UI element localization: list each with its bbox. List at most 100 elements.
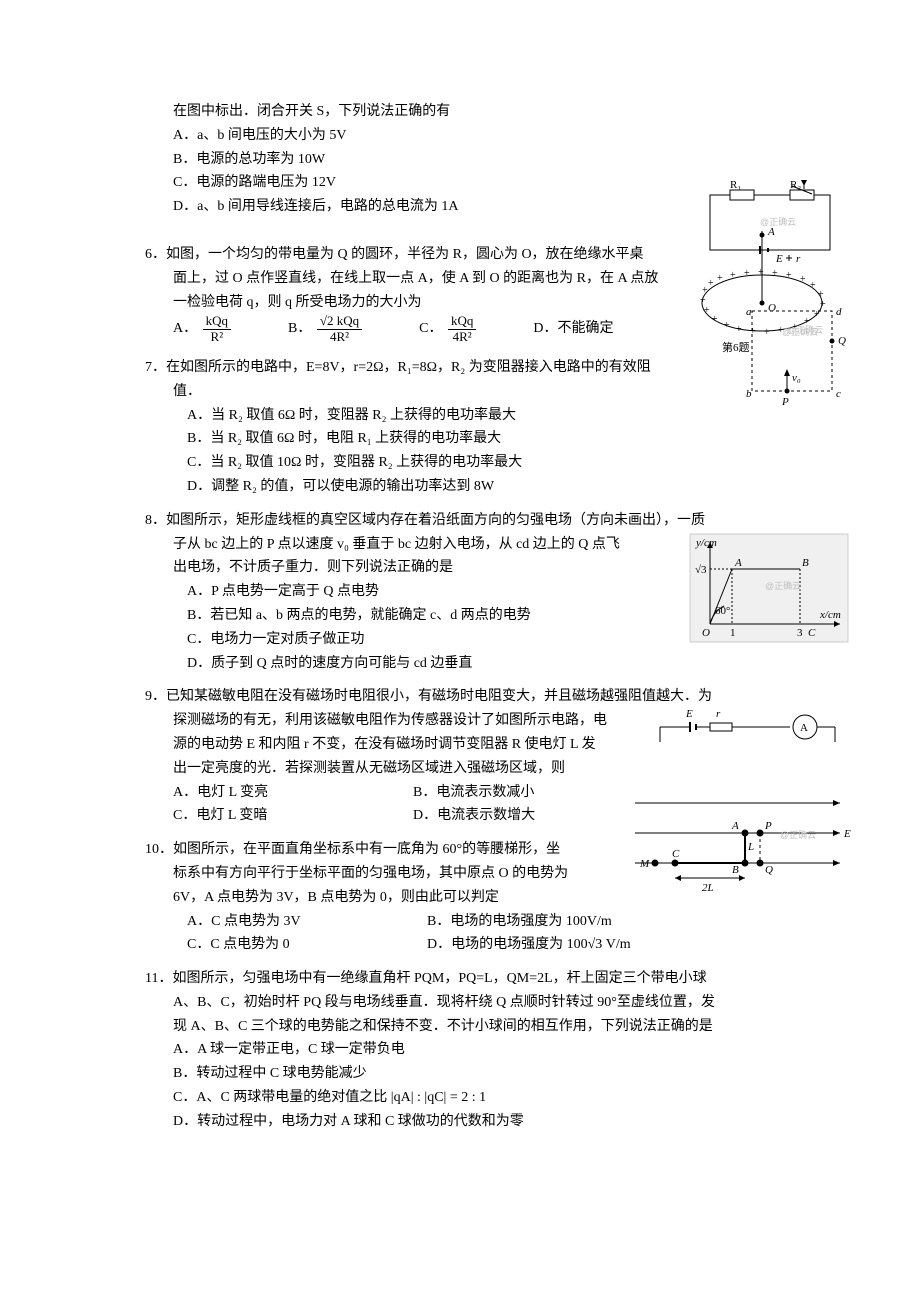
- svg-text:C: C: [672, 848, 680, 860]
- q10-stem2: 标系中有方向平行于坐标平面的匀强电场，其中原点 O 的电势为: [173, 866, 568, 881]
- q9-stem1: 已知某磁敏电阻在没有磁场时电阻很小，有磁场时电阻变大，并且磁场越强阻值越大．为: [166, 689, 712, 704]
- q5-stem: 在图中标出．闭合开关 S，下列说法正确的有: [173, 104, 450, 119]
- q11-stem3: 现 A、B、C 三个球的电势能之和保持不变．不计小球间的相互作用，下列说法正确的…: [173, 1019, 713, 1034]
- q6-optB: B． √2 kQq4R²: [288, 314, 364, 344]
- question-6: 6．如图，一个均匀的带电量为 Q 的圆环，半径为 R，圆心为 O，放在绝缘水平桌…: [145, 243, 820, 344]
- svg-text:a: a: [746, 306, 752, 318]
- q6-optD: D．不能确定: [533, 317, 613, 341]
- svg-text:+: +: [772, 268, 778, 279]
- q8-figure: y/cm x/cm 60° √3 A B O 1 3 C @正确云: [690, 534, 850, 653]
- svg-text:P: P: [781, 396, 789, 408]
- q10-stem3: 6V，A 点电势为 3V，B 点电势为 0，则由此可以判定: [173, 890, 499, 905]
- q9-num: 9．: [145, 689, 166, 704]
- q7-stem1: 在如图所示的电路中，E=8V，r=2Ω，R₁=8Ω，R₂ 为变阻器接入电路中的有…: [166, 360, 651, 375]
- svg-text:P: P: [764, 820, 772, 832]
- svg-text:+: +: [708, 278, 714, 289]
- question-8: 8．如图所示，矩形虚线框的真空区域内存在着沿纸面方向的匀强电场（方向未画出），一…: [145, 509, 820, 676]
- q8-stem3: 出电场，不计质子重力．则下列说法正确的是: [173, 560, 453, 575]
- svg-text:3: 3: [797, 627, 803, 639]
- svg-text:+: +: [810, 280, 816, 291]
- q8-num: 8．: [145, 513, 166, 528]
- svg-text:+: +: [717, 273, 723, 284]
- q6-optC: C． kQq4R²: [419, 314, 478, 344]
- svg-text:A: A: [767, 226, 775, 238]
- q9-figure: E r A: [650, 707, 850, 756]
- q8-optA: A．P 点电势一定高于 Q 点电势: [187, 584, 379, 599]
- svg-text:A: A: [800, 722, 808, 734]
- svg-text:2L: 2L: [702, 882, 714, 894]
- q5-optB: B．电源的总功率为 10W: [173, 152, 325, 167]
- q11-optB: B．转动过程中 C 球电势能减少: [173, 1066, 367, 1081]
- q5-optC: C．电源的路端电压为 12V: [173, 175, 336, 190]
- q11-num: 11．: [145, 971, 172, 986]
- q8-stem2: 子从 bc 边上的 P 点以速度 v₀ 垂直于 bc 边射入电场，从 cd 边上…: [173, 537, 620, 552]
- svg-text:@正确云: @正确云: [780, 829, 816, 840]
- question-5-cont: 在图中标出．闭合开关 S，下列说法正确的有 A．a、b 间电压的大小为 5V B…: [145, 100, 820, 219]
- svg-text:L: L: [747, 841, 754, 853]
- q6-optA: A． kQqR²: [173, 314, 233, 344]
- svg-text:+: +: [724, 320, 730, 331]
- q7-optD: D．调整 R₂ 的值，可以使电源的输出功率达到 8W: [187, 479, 494, 494]
- svg-text:Q: Q: [838, 335, 846, 347]
- svg-text:M: M: [639, 858, 650, 870]
- svg-text:O: O: [702, 627, 710, 639]
- q11-optD: D．转动过程中，电场力对 A 球和 C 球做功的代数和为零: [173, 1114, 524, 1129]
- svg-text:C: C: [808, 627, 816, 639]
- q7-stem2: 值．: [173, 384, 201, 399]
- svg-text:+: +: [712, 314, 718, 325]
- svg-text:x/cm: x/cm: [819, 609, 841, 621]
- q10-stem1: 如图所示，在平面直角坐标系中有一底角为 60°的等腰梯形，坐: [173, 842, 560, 857]
- q9-optA: A．电灯 L 变亮: [173, 781, 413, 805]
- svg-text:R₁: R₁: [730, 179, 741, 191]
- q11-optA: A．A 球一定带正电，C 球一定带负电: [173, 1042, 405, 1057]
- q8-stem1: 如图所示，矩形虚线框的真空区域内存在着沿纸面方向的匀强电场（方向未画出），一质: [166, 513, 705, 528]
- svg-text:Q: Q: [765, 864, 773, 876]
- svg-text:y/cm: y/cm: [695, 537, 717, 549]
- q6-stem1: 如图，一个均匀的带电量为 Q 的圆环，半径为 R，圆心为 O，放在绝缘水平桌: [166, 247, 644, 262]
- q11-stem2: A、B、C，初始时杆 PQ 段与电场线垂直．现将杆绕 Q 点顺时针转过 90°至…: [173, 995, 715, 1010]
- svg-text:r: r: [716, 708, 721, 720]
- svg-text:B: B: [802, 557, 809, 569]
- svg-text:@正确云: @正确云: [765, 580, 801, 591]
- q7-optC: C．当 R₂ 取值 10Ω 时，变阻器 R₂ 上获得的电功率最大: [187, 455, 522, 470]
- q9-optD: D．电流表示数增大: [413, 804, 535, 828]
- q9-stem4: 出一定亮度的光．若探测装置从无磁场区域进入强磁场区域，则: [173, 761, 565, 776]
- q7-num: 7．: [145, 360, 166, 375]
- q10-optB: B．电场的电场强度为 100V/m: [427, 910, 612, 934]
- svg-text:B: B: [732, 864, 739, 876]
- svg-text:√3: √3: [695, 564, 707, 576]
- q10-optC: C．C 点电势为 0: [187, 933, 427, 957]
- svg-text:d: d: [836, 306, 842, 318]
- svg-text:b: b: [746, 388, 752, 400]
- q9-optC: C．电灯 L 变暗: [173, 804, 413, 828]
- svg-text:+: +: [730, 270, 736, 281]
- svg-text:c: c: [836, 388, 841, 400]
- q8-optB: B．若已知 a、b 两点的电势，就能确定 c、d 两点的电势: [187, 608, 531, 623]
- q9-stem3: 源的电动势 E 和内阻 r 不变，在没有磁场时调节变阻器 R 使电灯 L 发: [173, 737, 596, 752]
- q5-optA: A．a、b 间电压的大小为 5V: [173, 128, 346, 143]
- question-10: 10．如图所示，在平面直角坐标系中有一底角为 60°的等腰梯形，坐 标系中有方向…: [145, 838, 820, 957]
- q9-optB: B．电流表示数减小: [413, 781, 534, 805]
- q10-figure: E A P B Q C M L 2L @正确云: [630, 783, 855, 912]
- svg-text:+: +: [786, 270, 792, 281]
- svg-text:60°: 60°: [715, 605, 730, 617]
- q7-figure: a d b c Q P v₀ @正确云: [742, 301, 852, 420]
- q8-optD: D．质子到 Q 点时的速度方向可能与 cd 边垂直: [187, 656, 472, 671]
- q10-optD: D．电场的电场强度为 100√3 V/m: [427, 933, 631, 957]
- q5-optD: D．a、b 间用导线连接后，电路的总电流为 1A: [173, 199, 458, 214]
- q8-optC: C．电场力一定对质子做正功: [187, 632, 364, 647]
- svg-text:A: A: [731, 820, 739, 832]
- svg-text:E: E: [843, 828, 851, 840]
- svg-text:E: E: [685, 708, 693, 720]
- q10-num: 10．: [145, 842, 173, 857]
- q11-stem1: 如图所示，匀强电场中有一绝缘直角杆 PQM，PQ=L，QM=2L，杆上固定三个带…: [172, 971, 706, 986]
- q7-optA: A．当 R₂ 取值 6Ω 时，变阻器 R₂ 上获得的电功率最大: [187, 408, 516, 423]
- svg-text:@正确云: @正确云: [782, 326, 818, 337]
- svg-text:1: 1: [730, 627, 736, 639]
- svg-text:+: +: [800, 274, 806, 285]
- svg-text:v₀: v₀: [792, 372, 801, 384]
- q11-optC: C．A、C 两球带电量的绝对值之比 |qA| : |qC| = 2 : 1: [173, 1090, 486, 1105]
- q7-optB: B．当 R₂ 取值 6Ω 时，电阻 R₁ 上获得的电功率最大: [187, 431, 501, 446]
- svg-text:+: +: [704, 305, 710, 316]
- q10-optA: A．C 点电势为 3V: [187, 910, 427, 934]
